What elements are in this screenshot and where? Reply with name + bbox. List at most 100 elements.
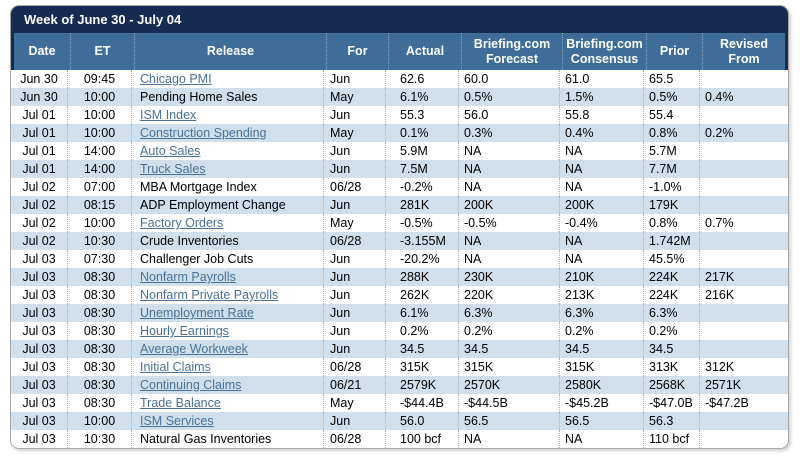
actual-cell: -$44.4B	[386, 394, 459, 412]
for-cell: May	[324, 394, 386, 412]
revised-cell	[700, 160, 788, 178]
economic-calendar-table: Week of June 30 - July 04 Date ET Release F…	[10, 5, 789, 449]
actual-cell: -20.2%	[386, 250, 459, 268]
consensus-cell: NA	[560, 250, 644, 268]
revised-cell	[700, 70, 788, 88]
prior-cell: 1.742M	[644, 232, 700, 250]
date-cell: Jul 02	[11, 178, 68, 196]
release-link[interactable]: Chicago PMI	[140, 72, 212, 86]
release-link[interactable]: Initial Claims	[140, 360, 211, 374]
consensus-cell: 315K	[560, 358, 644, 376]
actual-cell: 0.2%	[386, 322, 459, 340]
release-link[interactable]: Nonfarm Payrolls	[140, 270, 236, 284]
et-cell: 14:00	[68, 160, 132, 178]
release-link[interactable]: Average Workweek	[140, 342, 248, 356]
revised-cell	[700, 178, 788, 196]
et-cell: 08:30	[68, 286, 132, 304]
release-link[interactable]: Trade Balance	[140, 396, 221, 410]
for-cell: Jun	[324, 322, 386, 340]
et-cell: 08:15	[68, 196, 132, 214]
revised-cell	[700, 142, 788, 160]
et-cell: 08:30	[68, 376, 132, 394]
revised-cell: 0.2%	[705, 126, 734, 140]
column-header-revised: Revised From	[703, 33, 785, 70]
et-cell: 10:00	[68, 412, 132, 430]
et-cell: 08:30	[68, 268, 132, 286]
actual-cell: 262K	[386, 286, 459, 304]
date-cell: Jul 03	[11, 304, 68, 322]
et-cell: 10:30	[68, 232, 132, 250]
release-link[interactable]: Hourly Earnings	[140, 324, 229, 338]
revised-cell	[700, 322, 788, 340]
date-cell: Jul 03	[11, 322, 68, 340]
release-cell: Chicago PMI	[132, 70, 324, 88]
prior-cell: 34.5	[644, 340, 700, 358]
forecast-cell: 315K	[459, 358, 560, 376]
consensus-cell: 0.2%	[560, 322, 644, 340]
calendar-row: Jul 02 08:15 ADP Employment Change Jun 281K 2…	[11, 196, 788, 214]
release-link[interactable]: Unemployment Rate	[140, 306, 254, 320]
date-cell: Jul 03	[11, 358, 68, 376]
revised-cell	[700, 412, 788, 430]
et-cell: 08:30	[68, 394, 132, 412]
column-header-actual: Actual	[389, 33, 462, 70]
for-cell: Jun	[324, 70, 386, 88]
actual-cell: 55.3	[386, 106, 459, 124]
calendar-row: Jun 30 09:45 Chicago PMI Jun 62.6 60.0 61.0 65.…	[11, 70, 788, 88]
consensus-cell: 213K	[560, 286, 644, 304]
column-header-et: ET	[71, 33, 135, 70]
calendar-row: Jul 03 08:30 Nonfarm Private Payrolls Jun 26…	[11, 286, 788, 304]
forecast-cell: -0.5%	[459, 214, 560, 232]
release-link[interactable]: Truck Sales	[140, 162, 206, 176]
actual-cell: -0.5%	[386, 214, 459, 232]
actual-cell: 288K	[386, 268, 459, 286]
calendar-row: Jul 01 14:00 Truck Sales Jun 7.5M NA NA 7.7M	[11, 160, 788, 178]
release-cell: MBA Mortgage Index	[132, 178, 324, 196]
release-label: MBA Mortgage Index	[140, 180, 257, 194]
forecast-cell: 0.2%	[459, 322, 560, 340]
consensus-cell: NA	[560, 430, 644, 448]
prior-cell: 224K	[644, 268, 700, 286]
release-cell: Crude Inventories	[132, 232, 324, 250]
release-link[interactable]: ISM Index	[140, 108, 197, 122]
revised-cell: -$47.2B	[705, 396, 749, 410]
actual-cell: 62.6	[386, 70, 459, 88]
actual-cell: 281K	[386, 196, 459, 214]
forecast-cell: 2570K	[459, 376, 560, 394]
release-link[interactable]: Nonfarm Private Payrolls	[140, 288, 279, 302]
revised-cell	[700, 430, 788, 448]
forecast-cell: NA	[459, 142, 560, 160]
forecast-cell: 230K	[459, 268, 560, 286]
release-label: Pending Home Sales	[140, 90, 258, 104]
calendar-row: Jul 03 08:30 Average Workweek Jun 34.5 34.5 34…	[11, 340, 788, 358]
consensus-cell: 55.8	[560, 106, 644, 124]
date-cell: Jul 02	[11, 232, 68, 250]
release-label: Natural Gas Inventories	[140, 432, 272, 446]
release-link[interactable]: ISM Services	[140, 414, 214, 428]
release-cell: Auto Sales	[132, 142, 324, 160]
release-link[interactable]: Continuing Claims	[140, 378, 242, 392]
date-cell: Jul 01	[11, 106, 68, 124]
calendar-row: Jul 03 08:30 Unemployment Rate Jun 6.1% 6.3% 6…	[11, 304, 788, 322]
column-header-strip: Date ET Release For Actual Briefing.com Forec…	[11, 33, 788, 70]
actual-cell: 6.1%	[386, 88, 459, 106]
column-header-release: Release	[135, 33, 327, 70]
calendar-row: Jun 30 10:00 Pending Home Sales May 6.1% 0.5%…	[11, 88, 788, 106]
release-link[interactable]: Construction Spending	[140, 126, 267, 140]
release-link[interactable]: Auto Sales	[140, 144, 201, 158]
prior-cell: 5.7M	[644, 142, 700, 160]
calendar-row: Jul 03 10:00 ISM Services Jun 56.0 56.5 56.5 56…	[11, 412, 788, 430]
calendar-row: Jul 03 08:30 Hourly Earnings Jun 0.2% 0.2% 0.2…	[11, 322, 788, 340]
actual-cell: 56.0	[386, 412, 459, 430]
prior-cell: 0.8%	[644, 124, 700, 142]
for-cell: Jun	[324, 268, 386, 286]
prior-cell: 7.7M	[644, 160, 700, 178]
release-link[interactable]: Factory Orders	[140, 216, 224, 230]
consensus-cell: 6.3%	[560, 304, 644, 322]
et-cell: 08:30	[68, 322, 132, 340]
prior-cell: 0.5%	[644, 88, 700, 106]
et-cell: 07:00	[68, 178, 132, 196]
date-cell: Jul 01	[11, 160, 68, 178]
forecast-cell: 200K	[459, 196, 560, 214]
for-cell: 06/28	[324, 232, 386, 250]
